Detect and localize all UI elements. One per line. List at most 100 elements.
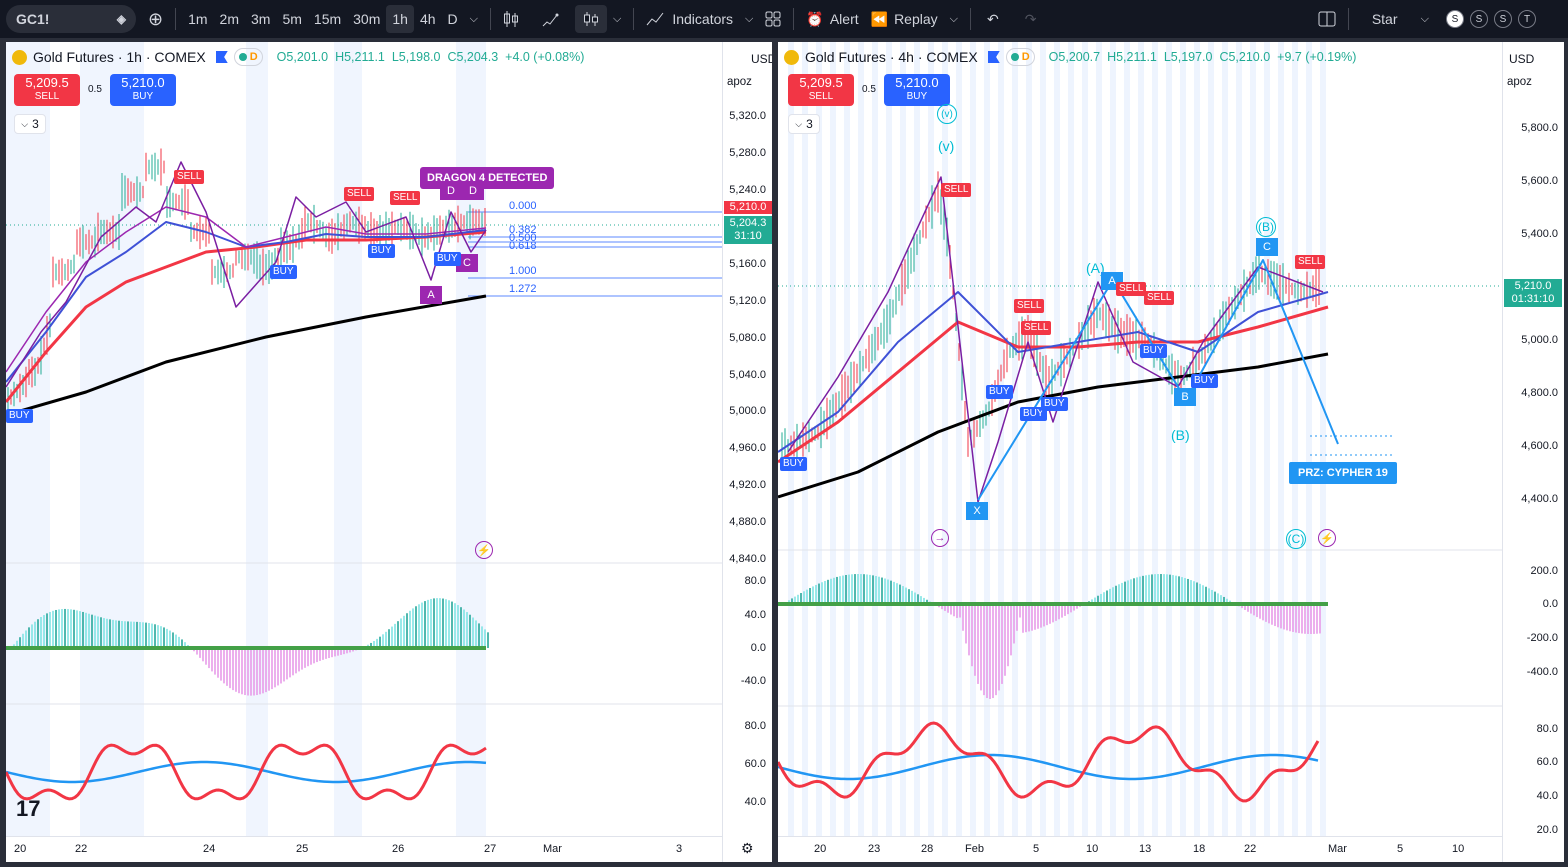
interval-2m[interactable]: 2m: [219, 11, 239, 27]
pattern-point-c[interactable]: C: [1256, 238, 1278, 256]
tradingview-logo[interactable]: 17: [16, 796, 41, 821]
candles-chart-type-icon[interactable]: [497, 5, 525, 33]
buy-button[interactable]: 5,210.0 BUY: [109, 74, 176, 106]
add-symbol-button[interactable]: ⊕: [148, 8, 164, 29]
indicators-chevron-icon[interactable]: ⌵: [745, 12, 754, 25]
indicators-collapse-button[interactable]: ⌵ 3: [14, 114, 46, 134]
histogram-bar: [803, 591, 805, 604]
bar-chart-type-icon[interactable]: [535, 5, 565, 33]
session-band: [1180, 42, 1186, 836]
right-chart-canvas[interactable]: [778, 42, 1564, 862]
right-time-axis[interactable]: 20 23 28 Feb 5 10 13 18 22 Mar 5 10: [778, 836, 1502, 862]
session-band: [1152, 42, 1158, 836]
prz-cypher-label[interactable]: PRZ: CYPHER 19: [1289, 462, 1397, 484]
split-layout-icon[interactable]: [1312, 5, 1342, 33]
histogram-bar: [890, 580, 892, 604]
right-price-axis[interactable]: USD apoz 5,800.0 5,600.0 5,400.0 5,000.0…: [1502, 42, 1564, 862]
heikin-ashi-chart-type-icon[interactable]: [575, 5, 607, 33]
histogram-bar: [1211, 589, 1213, 604]
buy-signal: BUY: [270, 265, 297, 279]
lightning-icon[interactable]: ⚡: [1318, 529, 1336, 547]
interval-5m[interactable]: 5m: [282, 11, 302, 27]
histogram-bar: [70, 609, 72, 648]
interval-1h[interactable]: 1h: [386, 5, 414, 33]
price-tick: 5,000.0: [729, 405, 766, 417]
undo-icon[interactable]: ↶: [987, 10, 999, 27]
layout-chevron-icon[interactable]: ⌵: [1420, 12, 1429, 25]
symbol-search[interactable]: GC1! ◈: [6, 5, 136, 33]
interval-1m[interactable]: 1m: [188, 11, 208, 27]
pattern-point-d1[interactable]: D: [440, 182, 462, 200]
left-chart-pane[interactable]: Gold Futures · 1h · COMEX D O5,201.0 H5,…: [6, 42, 772, 862]
flag-icon[interactable]: [987, 51, 1000, 63]
alert-label: Alert: [829, 11, 859, 27]
interval-4h[interactable]: 4h: [419, 11, 436, 27]
currency-label[interactable]: USD: [751, 52, 772, 66]
buy-signal: BUY: [6, 409, 33, 423]
layout-slot-s2[interactable]: S: [1470, 10, 1488, 28]
forward-arrow-icon[interactable]: →: [931, 529, 949, 547]
sell-button[interactable]: 5,209.5 SELL: [788, 74, 854, 106]
pattern-point-b[interactable]: B: [1174, 388, 1196, 406]
histogram-bar: [1100, 593, 1102, 604]
interval-3m[interactable]: 3m: [251, 11, 271, 27]
layouts-grid-icon[interactable]: [759, 5, 787, 33]
replay-chevron-icon[interactable]: ⌵: [949, 12, 958, 25]
interval-15m[interactable]: 15m: [313, 11, 342, 27]
symbol-diamond-icon[interactable]: ◈: [116, 12, 126, 26]
replay-button[interactable]: ⏪ Replay: [865, 5, 944, 33]
alert-button[interactable]: ⏰ Alert: [800, 5, 864, 33]
interval-30m[interactable]: 30m: [353, 11, 381, 27]
market-status-pill[interactable]: D: [1005, 48, 1035, 66]
histogram-bar: [160, 626, 162, 648]
histogram-bar: [947, 604, 949, 613]
indicators-collapse-button[interactable]: ⌵ 3: [788, 114, 820, 134]
buy-button[interactable]: 5,210.0 BUY: [883, 74, 950, 106]
layout-slot-s3[interactable]: S: [1494, 10, 1512, 28]
histogram-bar: [211, 648, 213, 672]
histogram-bar: [1175, 575, 1177, 604]
histogram-bar: [977, 604, 979, 684]
session-band: [246, 42, 268, 836]
histogram-bar: [878, 576, 880, 604]
histogram-bar: [253, 648, 255, 696]
market-status-pill[interactable]: D: [233, 48, 263, 66]
layout-slot-t[interactable]: T: [1518, 10, 1536, 28]
settings-gear-icon[interactable]: ⚙: [741, 840, 754, 856]
pattern-point-x[interactable]: X: [966, 502, 988, 520]
layout-name[interactable]: Star: [1371, 11, 1398, 27]
chart-type-chevron-icon[interactable]: ⌵: [613, 12, 622, 25]
left-chart-canvas[interactable]: [6, 42, 772, 862]
histogram-bar: [346, 648, 348, 654]
histogram-bar: [184, 642, 186, 648]
pattern-point-c[interactable]: C: [456, 254, 478, 272]
interval-d[interactable]: D: [447, 11, 458, 27]
redo-icon[interactable]: ↷: [1024, 10, 1037, 27]
histogram-bar: [373, 640, 375, 648]
left-time-axis[interactable]: 20 22 24 25 26 27 Mar 3: [6, 836, 722, 862]
bar-countdown: 01:31:10: [1511, 293, 1555, 305]
right-chart-pane[interactable]: Gold Futures · 4h · COMEX D O5,200.7 H5,…: [778, 42, 1564, 862]
lightning-icon[interactable]: ⚡: [475, 541, 493, 559]
sell-button[interactable]: 5,209.5 SELL: [14, 74, 80, 106]
left-price-axis[interactable]: USD apoz 5,320.0 5,280.0 5,240.0 5,160.0…: [722, 42, 772, 862]
histogram-bar: [1169, 574, 1171, 604]
histogram-bar: [106, 618, 108, 648]
histogram-bar: [908, 589, 910, 604]
separator: [175, 8, 177, 30]
currency-label[interactable]: USD: [1509, 52, 1535, 66]
histogram-bar: [43, 615, 45, 648]
wave-label-b-circled: (B): [1256, 217, 1276, 237]
layout-slot-s1[interactable]: S: [1446, 10, 1464, 28]
histogram-bar: [962, 604, 964, 631]
indicators-button[interactable]: Indicators: [640, 5, 739, 33]
market-open-dot-icon: [238, 53, 247, 61]
time-tick: 20: [14, 843, 27, 855]
interval-dropdown-chevron-icon[interactable]: ⌵: [469, 12, 478, 25]
price-tick: 5,000.0: [1521, 334, 1558, 346]
flag-icon[interactable]: [215, 51, 228, 63]
pattern-point-a[interactable]: A: [420, 286, 442, 304]
pattern-point-d2[interactable]: D: [462, 182, 484, 200]
ma-red: [6, 230, 487, 403]
histogram-bar: [115, 620, 117, 648]
